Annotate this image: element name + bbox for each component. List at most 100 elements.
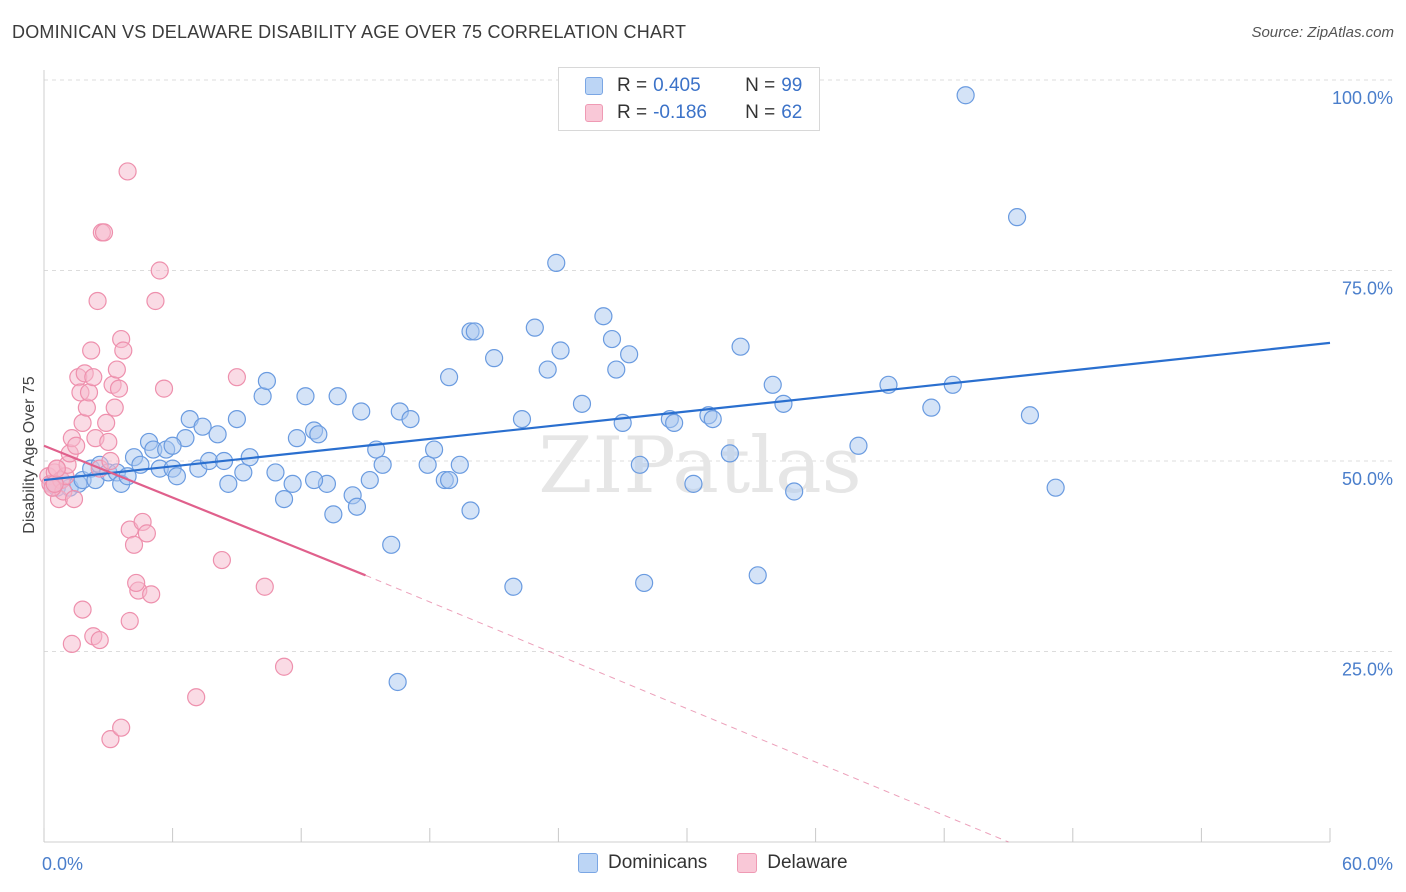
dominican-point (630, 455, 649, 474)
legend-row-dominicans: R = 0.405 N = 99 (559, 73, 802, 99)
axes (43, 70, 1331, 843)
dominican-point (512, 409, 532, 429)
legend-n-label: N = (745, 75, 776, 96)
dominican-point (257, 371, 277, 391)
tick-labels: 25.0% 50.0% 75.0% 100.0% 0.0% 60.0% (42, 88, 1393, 874)
chart-title: DOMINICAN VS DELAWARE DISABILITY AGE OVE… (12, 22, 687, 42)
dominican-point (1007, 208, 1027, 227)
delaware-point (255, 577, 274, 596)
delaware-point (84, 368, 103, 387)
legend-row-delaware: R = -0.186 N = 62 (559, 100, 802, 126)
dominican-point (849, 436, 868, 455)
delaware-point (154, 379, 174, 398)
legend-item-delaware[interactable]: Delaware (737, 852, 848, 874)
delaware-point (118, 162, 137, 181)
dominican-point (382, 535, 401, 554)
delaware-point (90, 630, 109, 650)
pink-swatch-icon (737, 853, 758, 873)
dominican-point (763, 375, 782, 394)
dominican-point (504, 577, 523, 596)
dominican-point (401, 409, 420, 429)
dominican-point (424, 440, 444, 459)
delaware-point (120, 611, 139, 631)
legend-r-label: R = (617, 75, 648, 96)
dominicans-trend-line (43, 341, 1331, 482)
y-tick-label: 50.0% (1342, 469, 1393, 489)
watermark: ZIPatlas (538, 421, 861, 511)
delaware-point (142, 585, 161, 604)
delaware-point (67, 436, 86, 455)
dominican-point (274, 490, 294, 509)
dominican-point (461, 501, 480, 520)
dominican-point (304, 470, 324, 490)
dominican-point (684, 474, 703, 493)
correlation-legend: R = 0.405 N = 99 R = -0.186 N = 62 (558, 67, 820, 131)
dominican-point (748, 566, 767, 585)
delaware-points (39, 162, 294, 749)
legend-item-dominicans[interactable]: Dominicans (578, 852, 707, 874)
delaware-point (73, 413, 92, 432)
dominican-point (665, 413, 684, 432)
y-tick-label: 25.0% (1342, 660, 1393, 680)
delaware-point (227, 368, 246, 387)
delaware-point (77, 398, 96, 417)
dominican-point (785, 482, 804, 501)
delaware-point (146, 291, 165, 311)
dominican-point (388, 672, 407, 692)
delaware-point (150, 261, 169, 280)
dominican-point (234, 463, 253, 482)
dominican-point (956, 86, 975, 105)
delaware-point (62, 634, 81, 653)
delaware-point (101, 451, 120, 471)
dominican-point (309, 425, 328, 444)
delaware-point (99, 432, 118, 452)
dominican-point (1020, 406, 1040, 425)
dominican-point (635, 573, 654, 593)
legend-label-delaware: Delaware (767, 852, 848, 873)
dominican-point (219, 474, 238, 493)
delaware-point (107, 360, 126, 379)
delaware-point (212, 550, 231, 570)
dominican-point (328, 387, 347, 406)
delaware-trend-line (43, 444, 366, 577)
y-tick-label: 100.0% (1332, 88, 1393, 108)
delaware-trend-extension (365, 574, 1009, 843)
delaware-point (47, 459, 66, 478)
delaware-point (187, 688, 206, 707)
delaware-point (274, 657, 294, 676)
dominican-point (253, 387, 272, 406)
y-axis-label: Disability Age Over 75 (21, 376, 38, 534)
delaware-point (82, 341, 101, 360)
dominican-point (352, 402, 371, 421)
dominican-point (538, 360, 557, 379)
dominican-point (547, 253, 566, 272)
x-tick-label: 60.0% (1342, 854, 1393, 874)
dominican-point (324, 505, 343, 524)
dominican-point (607, 360, 626, 379)
dominican-point (703, 409, 722, 429)
grid-lines (44, 79, 1392, 652)
y-tick-label: 75.0% (1342, 279, 1393, 299)
dominican-point (227, 409, 246, 429)
blue-swatch-icon (585, 77, 603, 95)
pink-swatch-icon (585, 104, 603, 122)
dominican-point (485, 349, 504, 368)
dominican-point (163, 436, 182, 455)
delaware-point (137, 524, 156, 543)
dominican-point (167, 467, 186, 486)
dominican-point (439, 470, 459, 490)
dominican-point (572, 394, 592, 413)
delaware-point (112, 718, 131, 737)
dominican-point (450, 455, 469, 474)
dominican-point (208, 425, 227, 444)
legend-label-dominicans: Dominicans (608, 852, 708, 873)
delaware-point (105, 398, 124, 417)
legend-n-label: N = (745, 102, 776, 123)
series-legend: Dominicans Delaware (578, 852, 878, 874)
delaware-point (97, 413, 116, 432)
dominican-point (266, 463, 285, 482)
x-tick-label: 0.0% (42, 854, 83, 874)
legend-r-value: 0.405 (653, 75, 701, 96)
dominican-point (465, 322, 484, 341)
